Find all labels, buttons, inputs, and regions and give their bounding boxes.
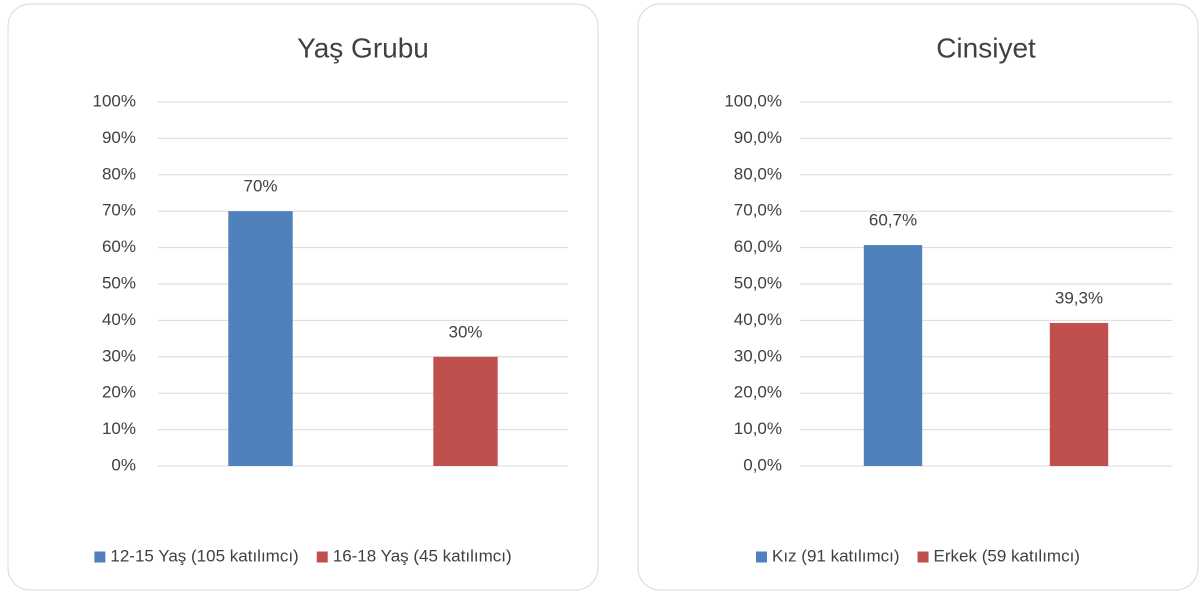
- y-tick-label: 0,0%: [743, 455, 782, 474]
- chart-title: Yaş Grubu: [297, 32, 429, 63]
- legend-swatch: [94, 551, 106, 563]
- y-tick-label: 40,0%: [734, 310, 782, 329]
- y-tick-label: 50,0%: [734, 273, 782, 292]
- data-label: 60,7%: [869, 211, 917, 230]
- y-tick-label: 90%: [102, 128, 136, 147]
- chart-title: Cinsiyet: [936, 32, 1036, 63]
- y-tick-label: 90,0%: [734, 128, 782, 147]
- bar: [1049, 322, 1109, 466]
- y-tick-label: 70%: [102, 201, 136, 220]
- y-tick-label: 10%: [102, 419, 136, 438]
- y-tick-label: 100,0%: [724, 91, 782, 110]
- y-tick-label: 80%: [102, 164, 136, 183]
- data-label: 30%: [448, 322, 482, 341]
- y-tick-label: 20,0%: [734, 383, 782, 402]
- bar: [863, 245, 923, 466]
- y-tick-label: 30%: [102, 346, 136, 365]
- bar: [228, 211, 293, 466]
- legend-label: 16-18 Yaş (45 katılımcı): [333, 546, 512, 565]
- legend-swatch: [917, 551, 929, 563]
- y-tick-label: 40%: [102, 310, 136, 329]
- y-tick-label: 60,0%: [734, 237, 782, 256]
- legend-label: Erkek (59 katılımcı): [934, 546, 1080, 565]
- legend-swatch: [316, 551, 328, 563]
- y-tick-label: 20%: [102, 383, 136, 402]
- legend-swatch: [756, 551, 768, 563]
- y-tick-label: 60%: [102, 237, 136, 256]
- data-label: 70%: [243, 177, 277, 196]
- y-tick-label: 0%: [111, 455, 136, 474]
- y-tick-label: 80,0%: [734, 164, 782, 183]
- y-tick-label: 100%: [93, 91, 136, 110]
- legend-label: Kız (91 katılımcı): [772, 546, 900, 565]
- data-label: 39,3%: [1055, 288, 1103, 307]
- legend-label: 12-15 Yaş (105 katılımcı): [110, 546, 298, 565]
- y-tick-label: 10,0%: [734, 419, 782, 438]
- y-tick-label: 50%: [102, 273, 136, 292]
- y-tick-label: 70,0%: [734, 201, 782, 220]
- bar: [433, 356, 498, 466]
- y-tick-label: 30,0%: [734, 346, 782, 365]
